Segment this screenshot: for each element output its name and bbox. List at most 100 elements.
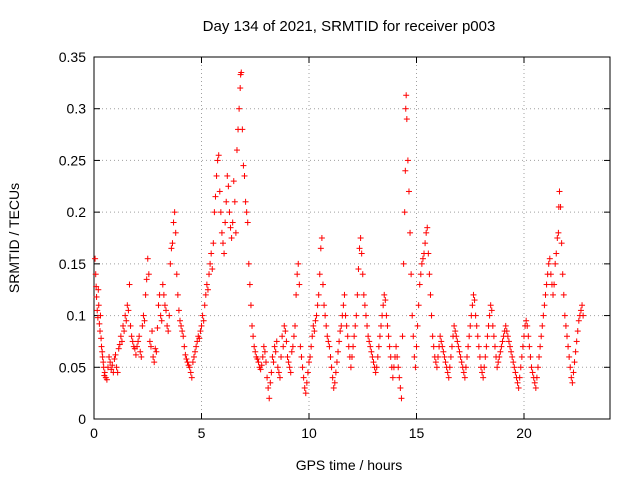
data-point xyxy=(122,312,129,319)
data-point xyxy=(192,348,199,355)
data-point xyxy=(560,291,567,298)
data-point xyxy=(93,283,100,290)
data-point xyxy=(444,369,451,376)
data-point xyxy=(562,322,569,329)
data-point xyxy=(222,219,229,226)
data-point xyxy=(129,338,136,345)
data-point xyxy=(99,353,106,360)
data-point xyxy=(193,343,200,350)
data-point xyxy=(104,364,111,371)
data-point xyxy=(163,307,170,314)
data-point xyxy=(216,188,223,195)
data-point xyxy=(458,359,465,366)
data-point xyxy=(357,235,364,241)
grid-layer xyxy=(94,57,610,419)
data-point xyxy=(121,328,128,335)
data-point xyxy=(577,307,584,314)
data-point xyxy=(518,353,525,360)
y-tick-label: 0.2 xyxy=(67,204,87,220)
data-point xyxy=(300,374,307,381)
data-point xyxy=(168,245,175,252)
data-point xyxy=(533,374,540,381)
data-point xyxy=(344,333,351,340)
y-tick-label: 0.05 xyxy=(59,359,86,375)
data-point xyxy=(286,364,293,371)
data-point xyxy=(457,353,464,360)
data-point xyxy=(331,379,338,386)
data-point xyxy=(276,374,283,381)
data-point xyxy=(181,343,188,350)
data-point xyxy=(135,338,142,345)
data-point xyxy=(350,343,357,350)
data-point xyxy=(403,116,410,123)
data-point xyxy=(356,245,363,252)
data-point xyxy=(190,353,197,360)
data-point xyxy=(438,338,445,345)
data-point xyxy=(484,333,491,340)
x-tick-label: 10 xyxy=(301,425,317,441)
data-point xyxy=(208,250,215,257)
data-point xyxy=(414,322,421,329)
data-point xyxy=(399,333,406,340)
data-point xyxy=(292,322,299,329)
data-point xyxy=(507,343,514,350)
data-point xyxy=(446,364,453,371)
data-point xyxy=(261,348,268,355)
data-point xyxy=(99,348,106,355)
data-point xyxy=(257,366,264,373)
data-point xyxy=(526,343,533,350)
data-point xyxy=(97,312,104,319)
data-point xyxy=(217,209,224,216)
data-point xyxy=(489,322,496,329)
data-point xyxy=(336,338,343,345)
data-point xyxy=(125,307,132,314)
data-point xyxy=(508,348,515,355)
data-point xyxy=(269,353,276,360)
data-point xyxy=(140,312,147,319)
data-point xyxy=(471,297,478,304)
data-point xyxy=(220,240,226,247)
data-point xyxy=(318,235,325,241)
data-point xyxy=(491,343,498,350)
data-point xyxy=(475,343,482,350)
data-point xyxy=(268,369,275,376)
data-point xyxy=(342,312,349,319)
data-point xyxy=(251,343,258,350)
x-tick-label: 5 xyxy=(198,425,206,441)
data-point xyxy=(179,328,186,335)
data-point xyxy=(183,356,190,363)
data-point xyxy=(107,359,114,366)
data-point xyxy=(154,324,161,331)
data-point xyxy=(402,167,409,174)
data-point xyxy=(517,364,524,371)
data-point xyxy=(384,322,391,329)
data-point xyxy=(327,353,334,360)
data-point xyxy=(439,343,446,350)
data-point xyxy=(280,343,287,350)
data-point xyxy=(240,162,247,169)
data-point xyxy=(308,343,315,350)
data-point xyxy=(152,345,159,352)
data-point xyxy=(424,224,431,231)
data-point xyxy=(258,362,265,369)
data-point xyxy=(278,353,285,360)
data-point xyxy=(335,348,342,355)
data-point xyxy=(341,291,348,298)
data-point xyxy=(202,291,209,298)
data-point xyxy=(515,384,522,391)
data-point xyxy=(297,343,304,350)
data-point xyxy=(486,312,493,319)
data-point xyxy=(565,343,572,350)
data-point xyxy=(568,374,575,381)
data-point xyxy=(260,343,267,350)
data-point xyxy=(469,302,476,309)
data-point xyxy=(546,255,553,262)
data-point xyxy=(211,209,218,216)
data-point xyxy=(479,369,486,376)
data-point xyxy=(92,255,99,262)
data-point xyxy=(437,333,444,340)
data-point xyxy=(184,359,191,366)
data-point xyxy=(187,369,194,376)
data-point xyxy=(447,353,454,360)
data-point xyxy=(528,364,535,371)
